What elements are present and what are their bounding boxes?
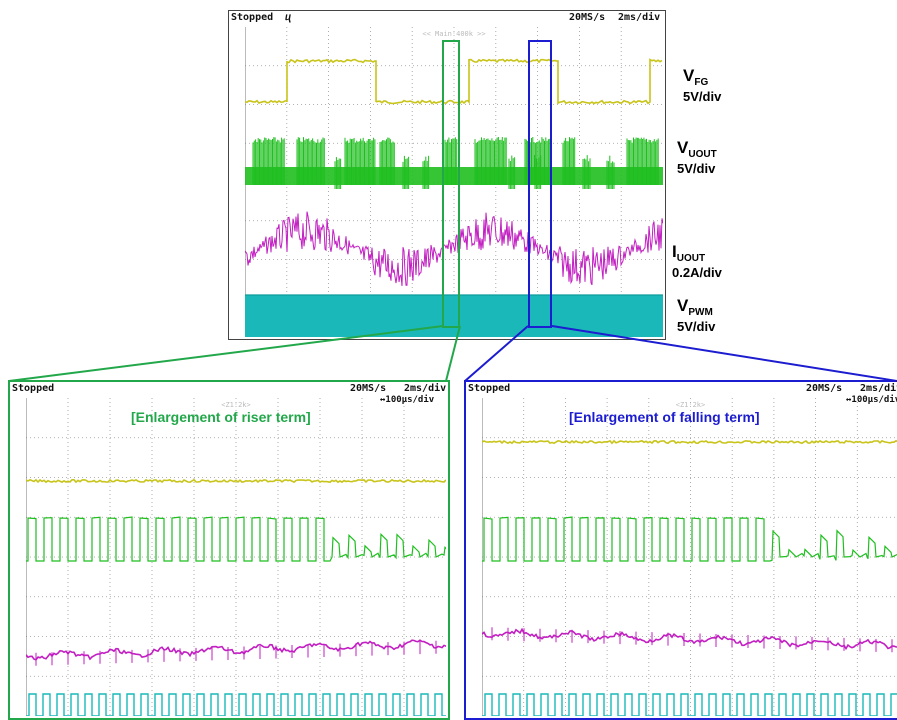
zoom-right-waveform-plot: <Z1:2k> bbox=[482, 398, 897, 716]
main-trigger-mark: ⴗ bbox=[285, 12, 291, 23]
zoom-left-panel: Stopped 20MS/s 2ms/div ↔100μs/div <Z1:2k… bbox=[8, 380, 450, 720]
main-sample-rate: 20MS/s bbox=[569, 12, 606, 23]
zoom-left-timebase: 2ms/div bbox=[404, 383, 447, 394]
label-iuout-sub: UOUT bbox=[676, 253, 706, 264]
label-vuout: VUOUT 5V/div bbox=[677, 138, 717, 176]
label-vpwm-name: V bbox=[677, 296, 689, 315]
vpwm-trace bbox=[245, 294, 663, 337]
label-iuout: IUOUT 0.2A/div bbox=[672, 242, 722, 280]
zoom-window-fall bbox=[528, 40, 552, 328]
zoom-right-panel: Stopped 20MS/s 2ms/div ↔100μs/div <Z1:2k… bbox=[464, 380, 897, 720]
zoom-left-grid: <Z1:2k> bbox=[26, 398, 446, 716]
vuout-trace bbox=[245, 137, 663, 189]
zoom-right-vfg-trace bbox=[482, 439, 897, 445]
zoom-right-iuout-trace bbox=[482, 627, 897, 651]
zoom-right-gridlines bbox=[482, 398, 897, 716]
label-iuout-name: I bbox=[672, 242, 677, 261]
label-iuout-scale: 0.2A/div bbox=[672, 265, 722, 280]
zoom-left-sample-rate: 20MS/s bbox=[350, 383, 387, 394]
zoom-left-zoom-label: <Z1:2k> bbox=[221, 401, 251, 409]
callout-fall-right bbox=[551, 325, 897, 382]
zoom-right-sample-rate: 20MS/s bbox=[806, 383, 843, 394]
label-vfg-scale: 5V/div bbox=[683, 89, 722, 104]
vfg-trace bbox=[245, 58, 663, 105]
zoom-right-timebase: 2ms/div bbox=[860, 383, 897, 394]
zoom-right-header: Stopped 20MS/s 2ms/div ↔100μs/div bbox=[466, 382, 897, 405]
zoom-left-zoom-timebase: ↔100μs/div bbox=[380, 395, 435, 405]
zoom-left-title: [Enlargement of riser term] bbox=[131, 409, 311, 425]
zoom-left-status: Stopped bbox=[12, 383, 55, 394]
main-timebase: 2ms/div bbox=[618, 12, 661, 23]
main-status: Stopped bbox=[231, 12, 274, 23]
zoom-left-header: Stopped 20MS/s 2ms/div ↔100μs/div bbox=[10, 382, 448, 405]
label-vuout-sub: UOUT bbox=[688, 149, 717, 160]
label-vuout-scale: 5V/div bbox=[677, 161, 716, 176]
iuout-trace bbox=[245, 211, 663, 287]
callout-rise-right bbox=[445, 325, 461, 382]
zoom-left-iuout-trace bbox=[26, 639, 446, 661]
zoom-window-rise bbox=[442, 40, 460, 328]
label-vfg-sub: FG bbox=[694, 77, 709, 88]
zoom-right-grid: <Z1:2k> bbox=[482, 398, 897, 716]
zoom-right-zoom-label: <Z1:2k> bbox=[676, 401, 706, 409]
label-vpwm-scale: 5V/div bbox=[677, 319, 716, 334]
zoom-right-vpwm-trace bbox=[482, 693, 897, 716]
zoom-left-vuout-trace bbox=[26, 516, 446, 562]
callout-rise-left bbox=[8, 325, 444, 382]
label-vuout-name: V bbox=[677, 138, 689, 157]
main-scope-panel: Stopped ⴗ 20MS/s 2ms/div << Main:400k >>… bbox=[228, 10, 666, 340]
label-vpwm: VPWM 5V/div bbox=[677, 296, 715, 334]
main-center-label: << Main:400k >> bbox=[422, 30, 485, 38]
zoom-left-waveform-plot: <Z1:2k> bbox=[26, 398, 446, 716]
main-scope-grid: << Main:400k >>⏚⏚⏚⏚ bbox=[245, 27, 663, 337]
callout-fall-left bbox=[464, 325, 529, 382]
label-vfg: VFG 5V/div bbox=[683, 66, 721, 104]
zoom-left-vfg-trace bbox=[26, 478, 446, 484]
zoom-right-status: Stopped bbox=[468, 383, 511, 394]
label-vfg-name: V bbox=[683, 66, 695, 85]
iuout-line bbox=[245, 211, 663, 287]
vpwm-band bbox=[245, 295, 663, 337]
zoom-right-vuout-trace bbox=[482, 516, 897, 562]
zoom-right-title: [Enlargement of falling term] bbox=[569, 409, 760, 425]
main-scope-header: Stopped ⴗ 20MS/s 2ms/div bbox=[229, 11, 665, 27]
zoom-left-vpwm-trace bbox=[26, 693, 446, 716]
label-vpwm-sub: PWM bbox=[688, 307, 713, 318]
main-waveform-plot: << Main:400k >>⏚⏚⏚⏚ bbox=[245, 27, 663, 337]
zoom-right-zoom-timebase: ↔100μs/div bbox=[846, 395, 897, 405]
